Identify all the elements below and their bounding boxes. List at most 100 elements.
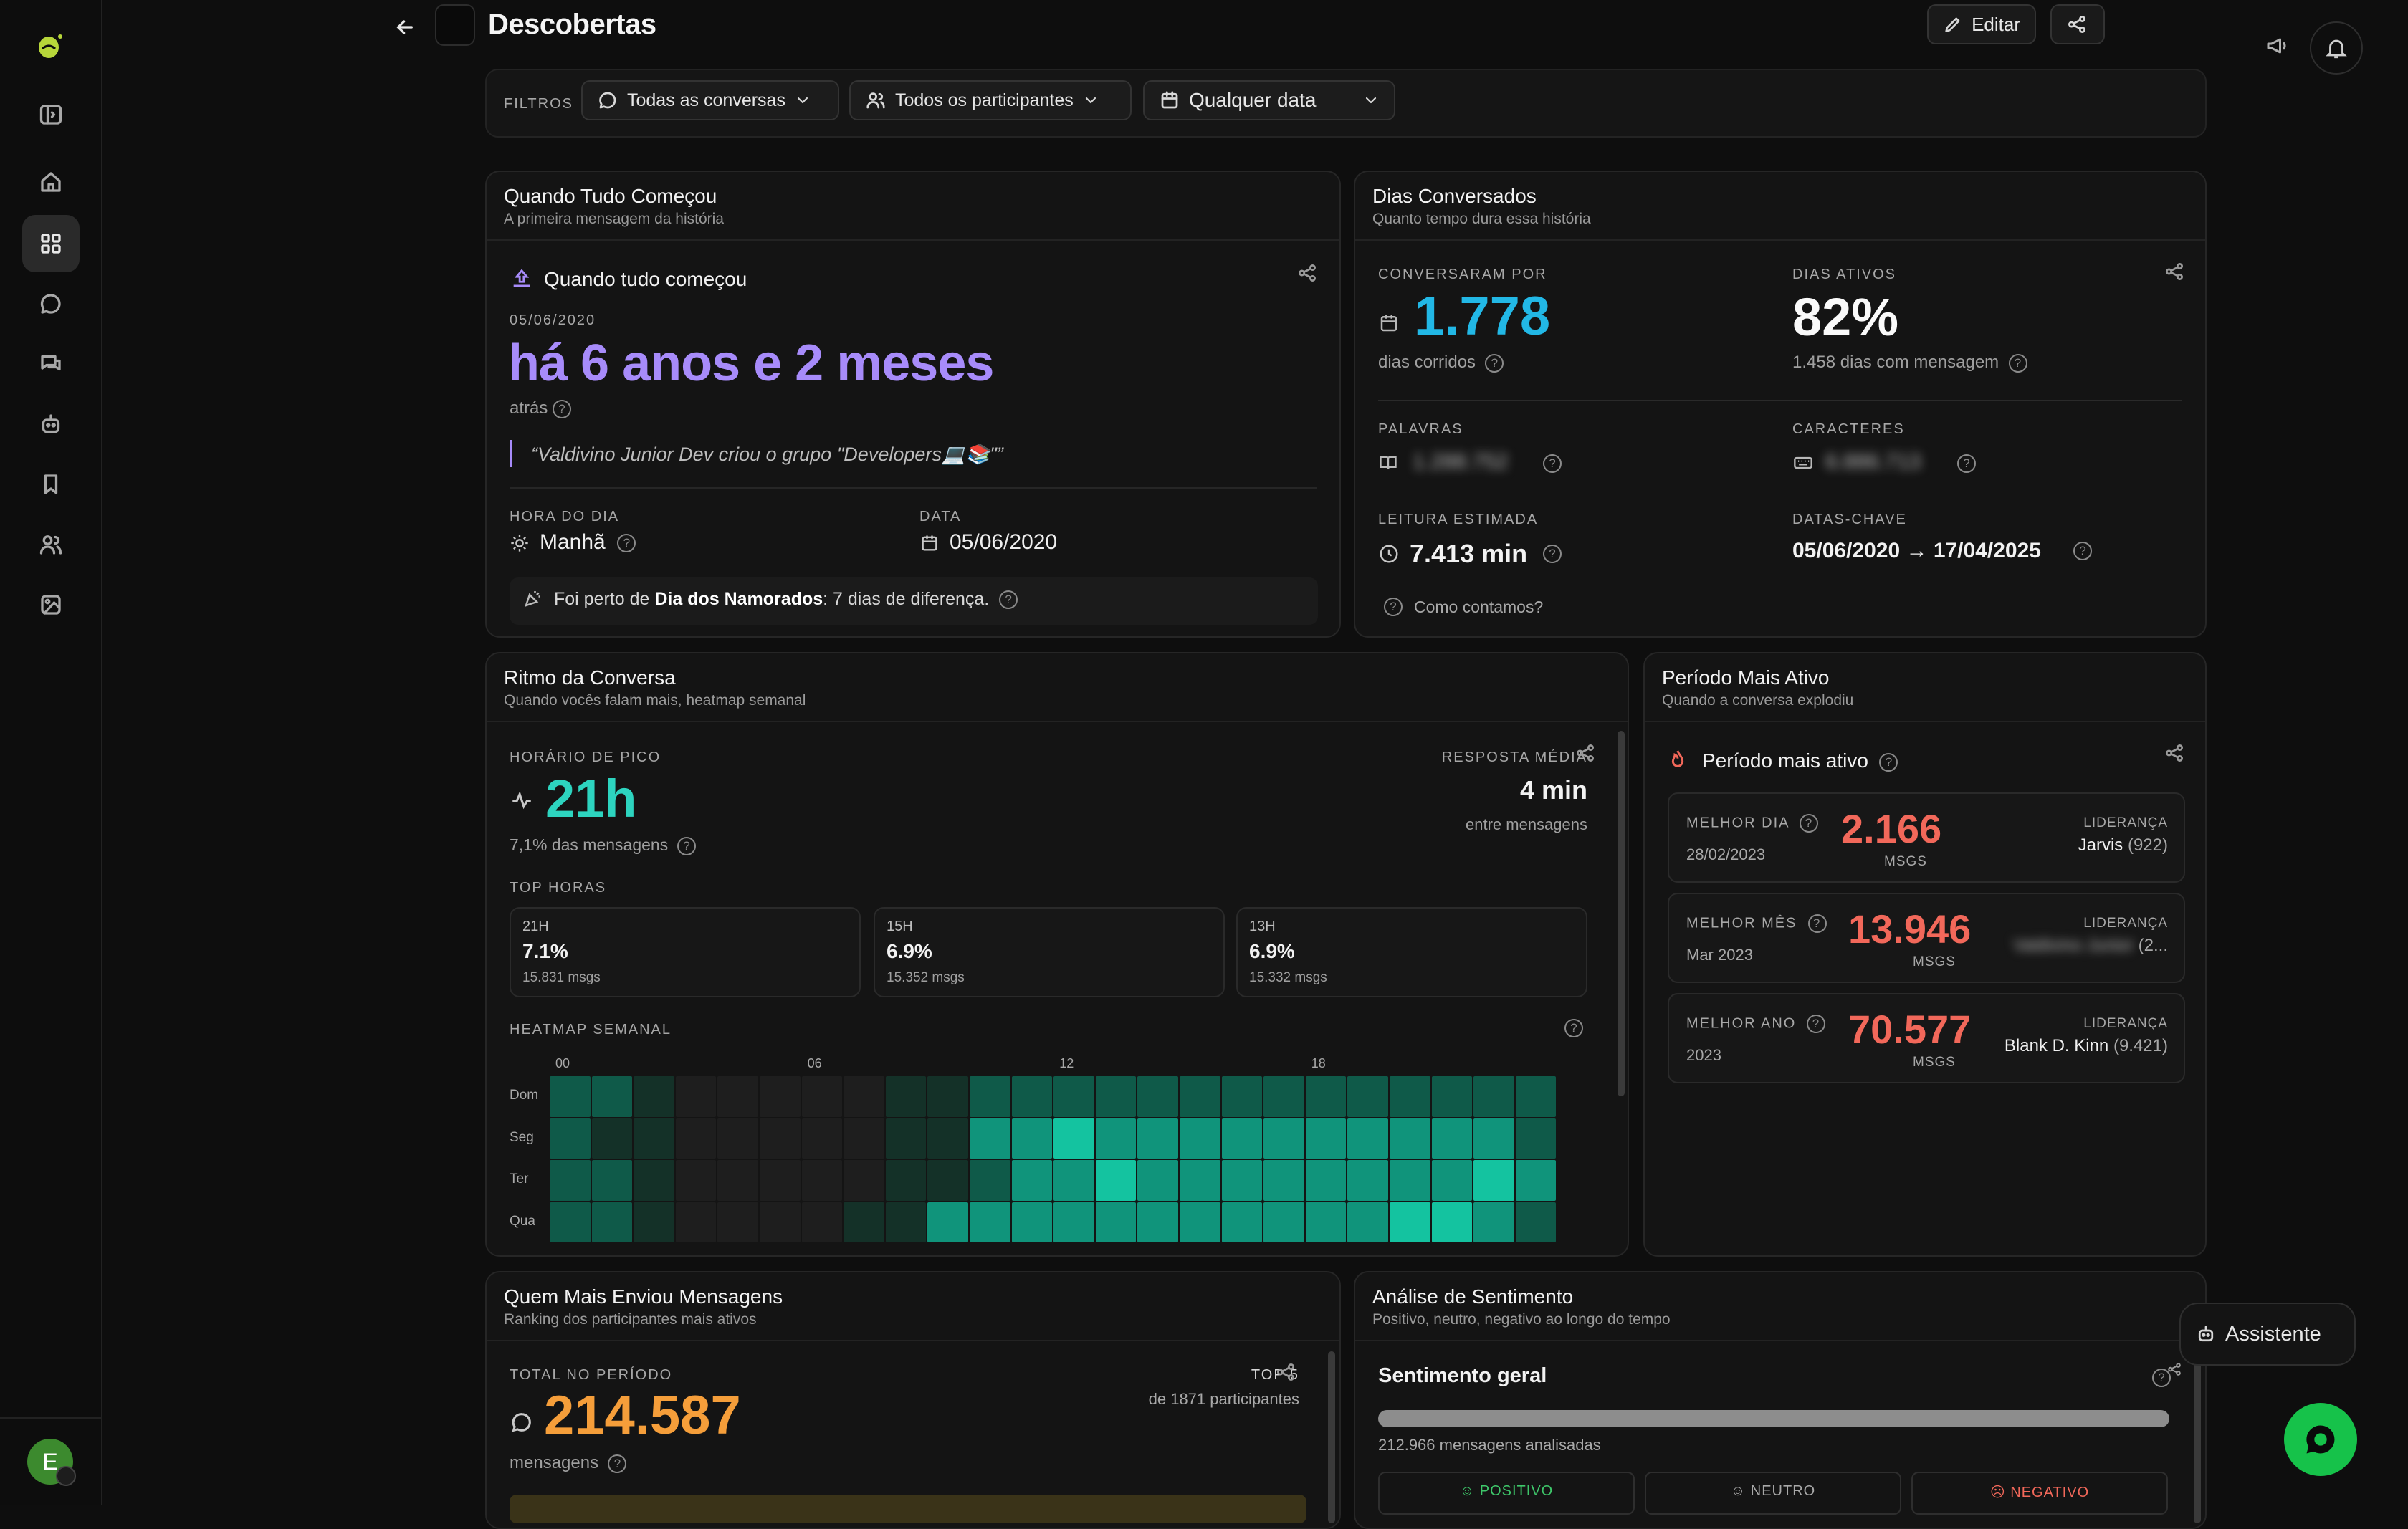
heatmap-cell[interactable] <box>1180 1076 1220 1117</box>
heatmap-cell[interactable] <box>1054 1118 1094 1159</box>
neutral-tab[interactable]: ☺ NEUTRO <box>1645 1472 1901 1515</box>
heatmap-cell[interactable] <box>844 1160 884 1201</box>
participants-filter[interactable]: Todos os participantes <box>849 80 1132 120</box>
heatmap-cell[interactable] <box>1305 1118 1347 1159</box>
heatmap-cell[interactable] <box>1137 1202 1178 1243</box>
help-icon[interactable]: ? <box>677 836 696 855</box>
heatmap-cell[interactable] <box>1305 1160 1347 1201</box>
heatmap-cell[interactable] <box>970 1118 1010 1159</box>
bot-icon[interactable] <box>22 396 80 453</box>
heatmap-cell[interactable] <box>717 1076 758 1117</box>
heatmap-cell[interactable] <box>675 1160 717 1201</box>
heatmap-cell[interactable] <box>1011 1202 1053 1243</box>
help-icon[interactable]: ? <box>617 534 636 553</box>
heatmap-cell[interactable] <box>927 1118 968 1159</box>
heatmap-cell[interactable] <box>634 1118 674 1159</box>
logo-icon[interactable] <box>34 30 66 62</box>
help-icon[interactable]: ? <box>1879 752 1898 772</box>
inner-scrollbar[interactable] <box>1618 731 1625 1096</box>
sidebar-toggle-icon[interactable] <box>22 86 80 143</box>
heatmap-cell[interactable] <box>885 1160 927 1201</box>
heatmap-cell[interactable] <box>1221 1160 1263 1201</box>
heatmap-cell[interactable] <box>1431 1076 1473 1117</box>
help-icon[interactable]: ? <box>2008 353 2027 373</box>
dashboard-icon[interactable] <box>22 215 80 272</box>
heatmap-cell[interactable] <box>1515 1202 1557 1243</box>
home-icon[interactable] <box>22 153 80 211</box>
heatmap-cell[interactable] <box>1347 1118 1388 1159</box>
help-icon[interactable]: ? <box>1564 1019 1583 1037</box>
inner-scrollbar[interactable] <box>2194 1351 2201 1523</box>
help-icon[interactable]: ? <box>999 590 1018 610</box>
heatmap-cell[interactable] <box>927 1160 968 1201</box>
share-icon[interactable] <box>1275 1361 1296 1386</box>
heatmap-cell[interactable] <box>1221 1076 1263 1117</box>
heatmap-cell[interactable] <box>1515 1076 1557 1117</box>
heatmap-cell[interactable] <box>591 1076 633 1117</box>
heatmap-cell[interactable] <box>1263 1160 1304 1201</box>
heatmap-cell[interactable] <box>1263 1118 1304 1159</box>
heatmap-cell[interactable] <box>675 1118 717 1159</box>
share-icon[interactable] <box>2164 261 2185 286</box>
heatmap-cell[interactable] <box>1431 1202 1473 1243</box>
share-icon[interactable] <box>1575 742 1596 767</box>
heatmap-cell[interactable] <box>1221 1118 1263 1159</box>
heatmap-cell[interactable] <box>550 1202 591 1243</box>
help-icon[interactable]: ? <box>1957 454 1976 473</box>
heatmap-cell[interactable] <box>550 1076 591 1117</box>
conversation-filter[interactable]: Todas as conversas <box>581 80 839 120</box>
heatmap-cell[interactable] <box>885 1202 927 1243</box>
heatmap-cell[interactable] <box>1515 1160 1557 1201</box>
heatmap-cell[interactable] <box>1180 1202 1220 1243</box>
heatmap-cell[interactable] <box>885 1076 927 1117</box>
help-icon[interactable]: ? <box>1543 545 1562 563</box>
heatmap-cell[interactable] <box>634 1076 674 1117</box>
heatmap-cell[interactable] <box>591 1118 633 1159</box>
inner-scrollbar[interactable] <box>1328 1351 1335 1523</box>
heatmap-cell[interactable] <box>844 1118 884 1159</box>
heatmap-cell[interactable] <box>1054 1160 1094 1201</box>
heatmap-cell[interactable] <box>1221 1202 1263 1243</box>
heatmap-cell[interactable] <box>1347 1202 1388 1243</box>
heatmap-cell[interactable] <box>1473 1160 1514 1201</box>
heatmap-cell[interactable] <box>717 1160 758 1201</box>
heatmap-cell[interactable] <box>1054 1076 1094 1117</box>
heatmap-cell[interactable] <box>760 1118 801 1159</box>
megaphone-icon[interactable] <box>2264 33 2290 62</box>
heatmap-cell[interactable] <box>1431 1118 1473 1159</box>
heatmap-cell[interactable] <box>1011 1076 1053 1117</box>
heatmap-cell[interactable] <box>1095 1118 1137 1159</box>
heatmap-cell[interactable] <box>591 1202 633 1243</box>
help-icon[interactable]: ? <box>553 399 572 418</box>
negative-tab[interactable]: ☹ NEGATIVO <box>1911 1472 2168 1515</box>
heatmap-cell[interactable] <box>1180 1160 1220 1201</box>
share-icon[interactable] <box>2164 742 2185 767</box>
heatmap-cell[interactable] <box>675 1076 717 1117</box>
help-icon[interactable]: ? <box>2073 542 2092 560</box>
heatmap-cell[interactable] <box>1054 1202 1094 1243</box>
heatmap-cell[interactable] <box>1263 1076 1304 1117</box>
bell-icon[interactable] <box>2310 21 2363 75</box>
help-icon[interactable]: ? <box>2152 1369 2171 1387</box>
share-button[interactable] <box>2050 4 2105 44</box>
heatmap-cell[interactable] <box>1263 1202 1304 1243</box>
help-icon[interactable]: ? <box>1807 914 1827 933</box>
users-icon[interactable] <box>22 516 80 573</box>
help-icon[interactable]: ? <box>1485 353 1504 373</box>
edit-button[interactable]: Editar <box>1927 4 2036 44</box>
bookmark-icon[interactable] <box>22 456 80 513</box>
heatmap-cell[interactable] <box>1473 1076 1514 1117</box>
chat-icon[interactable] <box>22 275 80 332</box>
help-icon[interactable]: ? <box>1543 454 1562 473</box>
how-we-count-link[interactable]: Como contamos? <box>1414 598 1544 616</box>
heatmap-cell[interactable] <box>970 1160 1010 1201</box>
back-icon[interactable] <box>389 11 421 43</box>
heatmap-cell[interactable] <box>801 1160 843 1201</box>
heatmap-cell[interactable] <box>760 1160 801 1201</box>
heatmap-cell[interactable] <box>1095 1076 1137 1117</box>
heatmap-cell[interactable] <box>634 1202 674 1243</box>
heatmap-cell[interactable] <box>1390 1160 1430 1201</box>
heatmap-cell[interactable] <box>1137 1118 1178 1159</box>
heatmap-cell[interactable] <box>801 1202 843 1243</box>
heatmap-cell[interactable] <box>760 1076 801 1117</box>
